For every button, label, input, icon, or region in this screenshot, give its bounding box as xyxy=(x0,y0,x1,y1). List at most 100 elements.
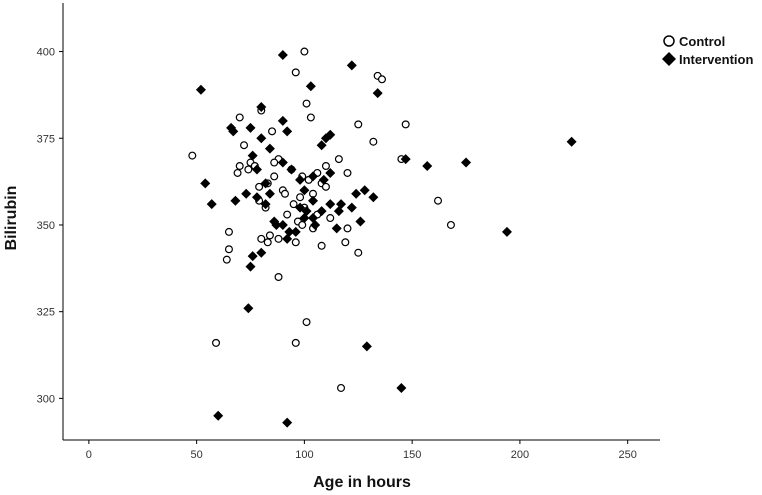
y-tick-label: 350 xyxy=(37,220,55,232)
point-control xyxy=(296,193,305,202)
point-control xyxy=(343,168,352,177)
point-intervention xyxy=(318,174,329,185)
point-control xyxy=(270,158,279,167)
point-intervention xyxy=(241,188,252,199)
point-intervention xyxy=(396,382,407,393)
point-control xyxy=(434,196,443,205)
point-control xyxy=(302,318,311,327)
point-intervention xyxy=(245,261,256,272)
x-tick-label: 150 xyxy=(403,449,421,461)
point-control xyxy=(257,234,266,243)
point-intervention xyxy=(566,136,577,147)
point-control xyxy=(224,227,233,236)
x-tick-label: 100 xyxy=(295,449,313,461)
point-intervention xyxy=(325,199,336,210)
axes xyxy=(62,3,660,441)
point-intervention xyxy=(260,178,271,189)
point-intervention xyxy=(333,206,344,217)
point-intervention xyxy=(299,213,310,224)
point-control xyxy=(321,182,330,191)
point-intervention xyxy=(271,219,282,230)
point-control xyxy=(298,220,307,229)
point-intervention xyxy=(226,122,237,133)
x-axis-title: Age in hours xyxy=(313,474,411,491)
point-intervention xyxy=(247,150,258,161)
point-control xyxy=(235,113,244,122)
y-axis-title: Bilirubin xyxy=(3,186,20,251)
point-control xyxy=(306,113,315,122)
point-intervention xyxy=(346,60,357,71)
point-intervention xyxy=(264,143,275,154)
point-intervention xyxy=(264,188,275,199)
point-intervention xyxy=(325,167,336,178)
point-control xyxy=(291,238,300,247)
x-tick-label: 50 xyxy=(190,449,202,461)
y-tick-label: 325 xyxy=(37,307,55,319)
point-control xyxy=(401,120,410,129)
y-tick-label: 400 xyxy=(37,47,55,59)
point-intervention xyxy=(400,154,411,165)
point-intervention xyxy=(359,185,370,196)
point-intervention xyxy=(260,199,271,210)
point-intervention xyxy=(308,195,319,206)
point-intervention xyxy=(368,192,379,203)
point-control xyxy=(212,338,221,347)
y-axis-ticks: 300 325 350 375 400 xyxy=(37,47,63,405)
point-intervention xyxy=(346,202,357,213)
point-intervention xyxy=(200,178,211,189)
point-control xyxy=(265,231,274,240)
point-control xyxy=(291,338,300,347)
point-intervention xyxy=(372,88,383,99)
point-control xyxy=(274,272,283,281)
point-control xyxy=(321,162,330,171)
legend-label-control: Control xyxy=(679,34,725,49)
legend-label-intervention: Intervention xyxy=(679,52,753,67)
point-intervention xyxy=(325,129,336,140)
point-intervention xyxy=(247,251,258,262)
x-tick-label: 0 xyxy=(86,449,92,461)
point-intervention xyxy=(256,133,267,144)
series-control xyxy=(188,47,455,392)
point-intervention xyxy=(282,233,293,244)
point-intervention xyxy=(277,219,288,230)
series-intervention xyxy=(195,50,577,428)
point-intervention xyxy=(351,188,362,199)
y-tick-label: 300 xyxy=(37,393,55,405)
point-control xyxy=(222,255,231,264)
point-intervention xyxy=(230,195,241,206)
point-control xyxy=(283,210,292,219)
point-control xyxy=(268,127,277,136)
point-intervention xyxy=(206,199,217,210)
point-control xyxy=(377,75,386,84)
point-intervention xyxy=(355,216,366,227)
point-intervention xyxy=(277,50,288,61)
data-points xyxy=(188,47,577,428)
x-tick-label: 200 xyxy=(511,449,529,461)
point-control xyxy=(337,383,346,392)
point-intervention xyxy=(308,171,319,182)
x-axis-ticks: 0 50 100 150 200 250 xyxy=(86,440,637,461)
point-intervention xyxy=(305,81,316,92)
point-control xyxy=(334,155,343,164)
point-control xyxy=(244,165,253,174)
point-control xyxy=(240,141,249,150)
point-control xyxy=(300,47,309,56)
point-intervention xyxy=(245,122,256,133)
point-control xyxy=(233,168,242,177)
point-control xyxy=(354,120,363,129)
point-intervention xyxy=(277,157,288,168)
point-intervention xyxy=(290,226,301,237)
point-control xyxy=(291,68,300,77)
point-intervention xyxy=(213,410,224,421)
point-intervention xyxy=(251,192,262,203)
point-control xyxy=(354,248,363,257)
point-control xyxy=(446,220,455,229)
legend-marker-control xyxy=(663,35,675,47)
point-intervention xyxy=(310,219,321,230)
point-intervention xyxy=(331,223,342,234)
point-intervention xyxy=(243,303,254,314)
point-intervention xyxy=(256,247,267,258)
point-intervention xyxy=(316,140,327,151)
point-intervention xyxy=(282,417,293,428)
